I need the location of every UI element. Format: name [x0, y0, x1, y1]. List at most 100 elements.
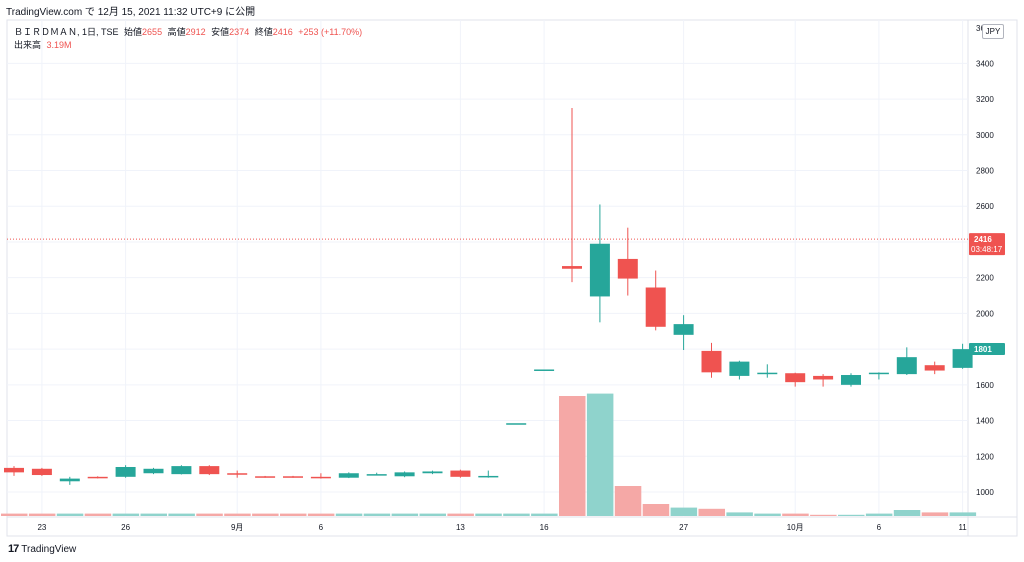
y-tick-10: 3000	[976, 131, 994, 140]
candle-28	[785, 372, 806, 387]
tradingview-logo[interactable]: 17 TradingView	[8, 543, 76, 555]
candle-29	[813, 374, 834, 387]
volume-bar-25	[698, 508, 725, 516]
volume-bar-10	[280, 513, 307, 516]
volume-bar-19	[531, 513, 558, 516]
candle-body-6	[171, 466, 192, 475]
candles	[4, 108, 973, 485]
x-tick-5: 16	[540, 523, 549, 532]
candle-body-8	[227, 473, 248, 475]
volume-bar-0	[1, 513, 28, 516]
volume-bar-2	[56, 513, 84, 516]
candle-body-23	[645, 287, 666, 327]
y-tick-top-partial: 36	[976, 24, 985, 33]
y-tick-11: 3200	[976, 95, 994, 104]
y-tick-6: 2200	[976, 274, 994, 283]
candle-20	[562, 108, 582, 283]
x-tick-6: 27	[679, 523, 688, 532]
candle-body-34	[952, 349, 973, 368]
price-badge-label-1: 1801	[974, 345, 992, 354]
candle-body-14	[394, 472, 415, 477]
candle-21	[589, 204, 610, 323]
price-axis-labels: 1000120014001600180020002200240026002800…	[976, 24, 994, 497]
y-tick-0: 1000	[976, 488, 994, 497]
volume-bar-8	[224, 513, 251, 516]
candle-10	[283, 475, 303, 478]
candle-3	[87, 476, 108, 479]
volume-bar-14	[391, 513, 419, 516]
y-tick-5: 2000	[976, 309, 994, 318]
candle-5	[143, 467, 164, 475]
candle-body-3	[87, 476, 108, 479]
x-tick-4: 13	[456, 523, 465, 532]
candle-25	[701, 342, 722, 378]
volume-bar-7	[196, 513, 223, 516]
volume-bar-22	[614, 486, 642, 516]
candle-18	[506, 423, 527, 425]
candle-6	[171, 465, 192, 475]
legend-close-label: 終値	[254, 27, 273, 37]
volume-bar-13	[363, 513, 391, 516]
candle-32	[896, 347, 917, 376]
candle-16	[450, 469, 471, 478]
candle-2	[59, 476, 80, 485]
volume-bar-28	[782, 513, 809, 516]
candle-body-19	[534, 369, 555, 371]
legend-ohlc: ＢＩＲＤＭＡＮ, 1日, TSE 始値2655 高値2912 安値2374 終値…	[14, 25, 362, 38]
volume-bar-32	[893, 510, 921, 516]
candle-body-0	[4, 467, 24, 473]
x-tick-3: 6	[319, 523, 324, 532]
candle-8	[227, 470, 248, 478]
candle-body-7	[199, 466, 220, 475]
legend-close-value: 2416	[272, 27, 293, 37]
volume-bar-21	[586, 393, 614, 516]
candle-body-22	[617, 258, 638, 279]
candle-24	[673, 315, 694, 351]
candle-9	[255, 475, 276, 478]
candle-body-28	[785, 373, 806, 383]
volume-bar-27	[754, 513, 781, 516]
candle-15	[422, 470, 443, 475]
candle-body-32	[896, 357, 917, 375]
volume-bar-9	[252, 513, 279, 516]
volume-bar-5	[140, 513, 167, 516]
legend-low-label: 安値	[211, 27, 230, 37]
volume-bar-11	[307, 513, 335, 516]
candle-22	[617, 227, 638, 296]
volume-bar-15	[419, 513, 446, 516]
x-tick-7: 10月	[787, 523, 804, 532]
volume-bar-31	[865, 513, 893, 516]
candle-body-24	[673, 324, 694, 335]
tradingview-logo-mark: 17	[8, 543, 19, 555]
x-tick-9: 11	[958, 523, 967, 532]
volume-bar-26	[726, 512, 753, 516]
price-badge-sublabel-0: 03:48:17	[971, 245, 1003, 254]
legend-volume-label[interactable]: 出来高	[14, 40, 42, 50]
currency-badge[interactable]: JPY	[982, 24, 1004, 39]
time-axis-labels: 23 26 9月 6 13 16 27 10月 6 11	[37, 523, 967, 532]
price-badge-1: 1801	[969, 342, 1005, 355]
volume-bar-29	[810, 514, 837, 516]
tradingview-logo-text: TradingView	[21, 544, 77, 555]
y-tick-12: 3400	[976, 59, 994, 68]
volume-bar-12	[335, 513, 363, 516]
candle-11	[310, 473, 331, 479]
candle-23	[645, 270, 666, 331]
volume-bar-16	[447, 513, 474, 516]
candle-body-2	[59, 478, 80, 482]
legend-volume-value: 3.19M	[46, 40, 72, 50]
candle-0	[4, 466, 24, 476]
candle-31	[868, 372, 889, 380]
candle-body-30	[841, 375, 861, 385]
candle-body-12	[338, 473, 359, 478]
y-tick-3: 1600	[976, 381, 994, 390]
x-tick-1: 26	[121, 523, 130, 532]
y-tick-1: 1200	[976, 452, 994, 461]
candle-30	[841, 373, 861, 387]
candle-body-1	[31, 468, 52, 476]
y-tick-8: 2600	[976, 202, 994, 211]
legend-symbol[interactable]: ＢＩＲＤＭＡＮ, 1日, TSE	[14, 27, 119, 37]
